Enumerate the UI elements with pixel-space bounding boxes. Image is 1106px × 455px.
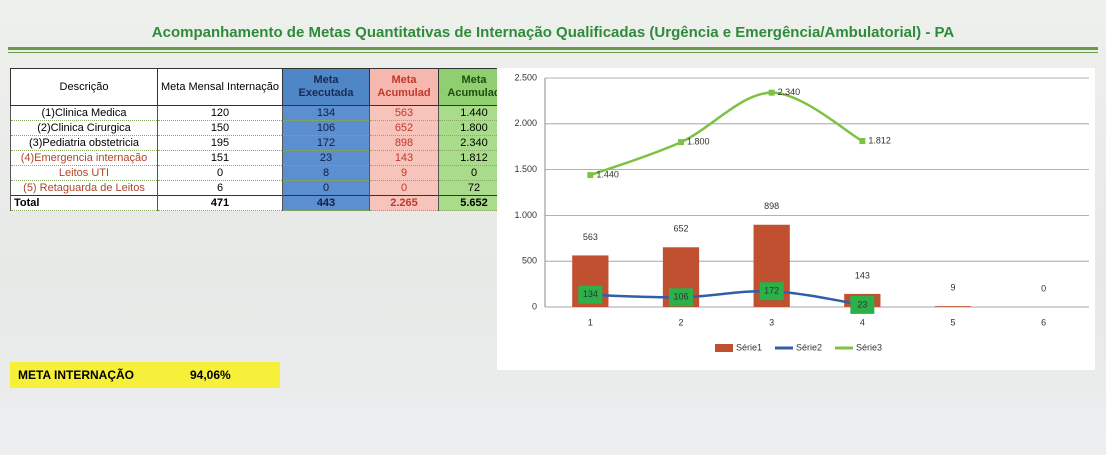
data-label: 143 bbox=[855, 270, 870, 280]
table-cell: 72 bbox=[438, 180, 510, 196]
data-label: 106 bbox=[673, 292, 688, 302]
table-cell: 898 bbox=[369, 135, 439, 151]
y-tick-label: 2.000 bbox=[514, 118, 537, 128]
summary: META INTERNAÇÃO 94,06% bbox=[10, 362, 280, 388]
data-label: 2.340 bbox=[778, 87, 801, 97]
legend-label: Série3 bbox=[856, 342, 882, 352]
y-tick-label: 0 bbox=[532, 301, 537, 311]
table-cell: 150 bbox=[157, 120, 283, 136]
header-cell: Descrição bbox=[10, 68, 158, 106]
legend-label: Série1 bbox=[736, 342, 762, 352]
x-tick-label: 2 bbox=[678, 317, 683, 327]
data-label: 898 bbox=[764, 201, 779, 211]
marker bbox=[768, 89, 775, 96]
table-row: (1)Clinica Medica 120 134 563 1.440 bbox=[10, 105, 510, 121]
header-cell: Meta Executada bbox=[282, 68, 370, 106]
bar bbox=[934, 306, 972, 307]
marker bbox=[678, 139, 684, 146]
table-cell: 106 bbox=[282, 120, 370, 136]
label-box bbox=[578, 285, 603, 304]
data-label: 1.440 bbox=[596, 169, 619, 179]
table-cell: 9 bbox=[369, 165, 439, 181]
series-line bbox=[589, 91, 863, 177]
header-cell: Meta Mensal Internação bbox=[157, 68, 283, 106]
x-tick-label: 4 bbox=[860, 317, 865, 327]
table-cell: 134 bbox=[282, 105, 370, 121]
x-tick-label: 5 bbox=[950, 317, 955, 327]
label-box bbox=[669, 288, 693, 307]
marker bbox=[859, 138, 866, 145]
y-tick-label: 500 bbox=[522, 256, 537, 266]
table-cell: 652 bbox=[369, 120, 439, 136]
data-label: 0 bbox=[1041, 283, 1046, 293]
table-cell: Total bbox=[10, 195, 158, 211]
marker bbox=[587, 172, 594, 179]
header-cell: Meta Acumulad bbox=[369, 68, 439, 106]
table-cell: 563 bbox=[369, 105, 439, 121]
table-cell: 8 bbox=[282, 165, 370, 181]
table-cell: (5) Retaguarda de Leitos bbox=[10, 180, 158, 196]
table-cell: 151 bbox=[157, 150, 283, 166]
label-box bbox=[850, 295, 875, 314]
label-box bbox=[759, 282, 784, 301]
table-row: Leitos UTI 0 8 9 0 bbox=[10, 165, 510, 181]
table-cell: 120 bbox=[157, 105, 283, 121]
table-row: (5) Retaguarda de Leitos 6 0 0 72 bbox=[10, 180, 510, 196]
table-row: (4)Emergencia internação 151 23 143 1.812 bbox=[10, 150, 510, 166]
y-tick-label: 1.500 bbox=[514, 164, 537, 174]
table-cell: 195 bbox=[157, 135, 283, 151]
data-label: 1.812 bbox=[868, 135, 891, 145]
table-cell: (2)Clinica Cirurgica bbox=[10, 120, 158, 136]
table-cell: 0 bbox=[438, 165, 510, 181]
table-row: (2)Clinica Cirurgica 150 106 652 1.800 bbox=[10, 120, 510, 136]
table-cell: 6 bbox=[157, 180, 283, 196]
chart-panel: 0 500 1.000 1.500 2.000 2.500 1 2 3 4 5 6 563 652 898 1… bbox=[497, 68, 1095, 370]
x-tick-label: 6 bbox=[1041, 317, 1046, 327]
legend-label: Série2 bbox=[796, 342, 822, 352]
table-cell: 0 bbox=[369, 180, 439, 196]
table-row: Total 471 443 2.265 5.652 bbox=[10, 195, 510, 211]
rule bbox=[8, 47, 1098, 50]
table-cell: 1.800 bbox=[438, 120, 510, 136]
header-row: Descrição Meta Mensal Internação Meta Exec… bbox=[10, 68, 510, 106]
table-row: (3)Pediatria obstetricia 195 172 898 2.340 bbox=[10, 135, 510, 151]
rule bbox=[8, 52, 1098, 53]
data-label: 172 bbox=[764, 286, 779, 296]
table-cell: 471 bbox=[157, 195, 283, 211]
data-label: 652 bbox=[673, 224, 688, 234]
table-cell: 443 bbox=[282, 195, 370, 211]
data-table: Descrição Meta Mensal Internação Meta Exec… bbox=[10, 68, 510, 211]
legend-swatch bbox=[715, 344, 733, 352]
table-cell: Leitos UTI bbox=[10, 165, 158, 181]
x-tick-label: 3 bbox=[769, 317, 774, 327]
table-cell: 23 bbox=[282, 150, 370, 166]
x-tick-label: 1 bbox=[588, 317, 593, 327]
summary-value: 94,06% bbox=[190, 368, 231, 382]
table-cell: 0 bbox=[282, 180, 370, 196]
data-label: 9 bbox=[950, 283, 955, 293]
series-line bbox=[590, 289, 863, 307]
table-cell: (1)Clinica Medica bbox=[10, 105, 158, 121]
y-tick-label: 2.500 bbox=[514, 72, 537, 82]
data-label: 563 bbox=[583, 232, 598, 242]
summary-label: META INTERNAÇÃO bbox=[18, 368, 134, 382]
data-label: 23 bbox=[857, 299, 867, 309]
table-cell: 143 bbox=[369, 150, 439, 166]
table-cell: 2.265 bbox=[369, 195, 439, 211]
data-label: 1.800 bbox=[687, 136, 710, 146]
data-label: 134 bbox=[583, 289, 598, 299]
title: Acompanhamento de Metas Quantitativas de… bbox=[151, 24, 955, 41]
y-tick-label: 1.000 bbox=[514, 210, 537, 220]
table-cell: 5.652 bbox=[438, 195, 510, 211]
table-cell: 172 bbox=[282, 135, 370, 151]
table-cell: (3)Pediatria obstetricia bbox=[10, 135, 158, 151]
table-cell: (4)Emergencia internação bbox=[10, 150, 158, 166]
table-cell: 0 bbox=[157, 165, 283, 181]
